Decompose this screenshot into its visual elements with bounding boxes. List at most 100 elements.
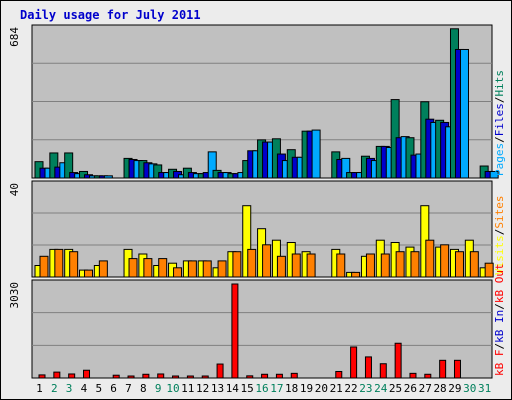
- bar-kb-f-day-22: [350, 346, 358, 379]
- bar-kb-f-day-2: [53, 371, 61, 379]
- bar-kb-f-day-17: [275, 373, 283, 379]
- bar-sites-day-29: [454, 251, 464, 278]
- bar-sites-day-5: [98, 260, 108, 278]
- legend-item: Pages: [493, 143, 506, 176]
- x-tick-day-27: 27: [419, 382, 432, 395]
- bar-kb-f-day-12: [201, 375, 209, 379]
- x-tick-day-22: 22: [344, 382, 357, 395]
- bar-sites-day-26: [410, 251, 420, 278]
- bar-kb-f-day-7: [127, 375, 135, 379]
- bar-kb-f-day-27: [424, 373, 432, 379]
- bar-sites-day-18: [291, 253, 301, 278]
- bar-sites-day-12: [202, 260, 212, 278]
- bar-kb-f-day-29: [453, 359, 461, 379]
- bar-kb-f-day-16: [261, 373, 269, 379]
- bar-kb-f-day-14: [231, 283, 239, 379]
- legend-item: /: [493, 343, 506, 350]
- x-tick-day-4: 4: [81, 382, 88, 395]
- bar-sites-day-3: [69, 251, 79, 278]
- x-tick-day-30: 30: [463, 382, 476, 395]
- panel-bottom-legend: kB F/kB In/kB Out: [493, 263, 506, 376]
- x-tick-day-18: 18: [285, 382, 298, 395]
- x-tick-day-19: 19: [300, 382, 313, 395]
- bar-kb-f-day-25: [394, 342, 402, 379]
- bar-sites-day-7: [128, 258, 138, 278]
- bar-kb-f-day-6: [112, 374, 120, 379]
- x-tick-day-15: 15: [241, 382, 254, 395]
- bar-sites-day-16: [262, 244, 272, 278]
- bar-kb-f-day-21: [335, 370, 343, 379]
- bar-sites-day-27: [425, 239, 435, 278]
- bar-hits-day-2: [49, 152, 59, 179]
- x-tick-day-26: 26: [404, 382, 417, 395]
- bar-kb-f-day-26: [409, 372, 417, 379]
- bar-sites-day-25: [395, 251, 405, 278]
- bar-kb-f-day-9: [157, 373, 165, 379]
- chart-title: Daily usage for July 2011: [20, 8, 201, 22]
- bar-kb-f-day-13: [216, 363, 224, 379]
- x-tick-day-3: 3: [66, 382, 73, 395]
- bar-kb-f-day-18: [290, 372, 298, 379]
- bar-pages-day-29: [459, 48, 469, 179]
- x-tick-day-16: 16: [255, 382, 268, 395]
- bar-sites-day-14: [232, 251, 242, 278]
- bar-pages-day-19: [311, 129, 321, 179]
- bar-kb-f-day-10: [172, 375, 180, 379]
- x-tick-day-14: 14: [226, 382, 240, 395]
- x-tick-day-20: 20: [315, 382, 328, 395]
- bar-sites-day-1: [39, 255, 49, 278]
- x-tick-day-1: 1: [36, 382, 43, 395]
- x-tick-day-24: 24: [374, 382, 388, 395]
- panel-top-ymax-label: 684: [8, 27, 21, 47]
- legend-item: kB Out: [493, 263, 506, 303]
- panel-middle-legend: Visits/Sites: [493, 196, 506, 276]
- bar-sites-day-4: [84, 269, 94, 278]
- legend-item: /: [493, 136, 506, 143]
- x-tick-day-11: 11: [181, 382, 194, 395]
- x-tick-day-21: 21: [330, 382, 343, 395]
- legend-item: Sites: [493, 196, 506, 229]
- bar-visits-day-15: [242, 205, 252, 278]
- bar-sites-day-28: [440, 244, 450, 278]
- x-tick-day-2: 2: [51, 382, 58, 395]
- panel-bottom-ymax-label: 3030: [8, 282, 21, 309]
- bar-sites-day-13: [217, 260, 227, 278]
- bar-sites-day-31: [484, 262, 494, 278]
- bar-hits-day-3: [64, 152, 74, 179]
- bar-hits-day-9: [153, 164, 163, 179]
- x-tick-day-28: 28: [433, 382, 446, 395]
- bar-kb-f-day-4: [83, 369, 91, 379]
- bar-kb-f-day-24: [379, 363, 387, 379]
- bar-sites-day-21: [336, 253, 346, 278]
- x-tick-day-13: 13: [211, 382, 224, 395]
- bar-kb-f-day-15: [246, 375, 254, 379]
- legend-item: Files: [493, 103, 506, 136]
- bar-kb-f-day-28: [439, 359, 447, 379]
- legend-item: Visits: [493, 235, 506, 275]
- bar-pages-day-5: [103, 175, 113, 179]
- panel-top-legend: Pages/Files/Hits: [493, 70, 506, 176]
- panel-middle-ymax-label: 40: [8, 183, 21, 196]
- bar-sites-day-17: [276, 255, 286, 278]
- bar-kb-f-day-1: [38, 374, 46, 379]
- x-tick-day-17: 17: [270, 382, 283, 395]
- x-tick-day-23: 23: [359, 382, 372, 395]
- bar-pages-day-31: [489, 170, 499, 179]
- legend-item: /: [493, 303, 506, 310]
- bar-sites-day-11: [187, 260, 197, 278]
- x-tick-day-12: 12: [196, 382, 209, 395]
- bar-sites-day-30: [469, 251, 479, 278]
- x-tick-day-9: 9: [155, 382, 162, 395]
- legend-item: Hits: [493, 70, 506, 97]
- bar-kb-f-day-23: [364, 356, 372, 379]
- legend-item: kB In: [493, 310, 506, 343]
- x-tick-day-29: 29: [448, 382, 461, 395]
- legend-item: /: [493, 229, 506, 236]
- bar-sites-day-23: [365, 253, 375, 278]
- x-tick-day-8: 8: [140, 382, 147, 395]
- bar-sites-day-22: [351, 271, 361, 278]
- bar-sites-day-15: [247, 248, 257, 278]
- bar-sites-day-8: [143, 258, 153, 278]
- x-tick-day-5: 5: [95, 382, 102, 395]
